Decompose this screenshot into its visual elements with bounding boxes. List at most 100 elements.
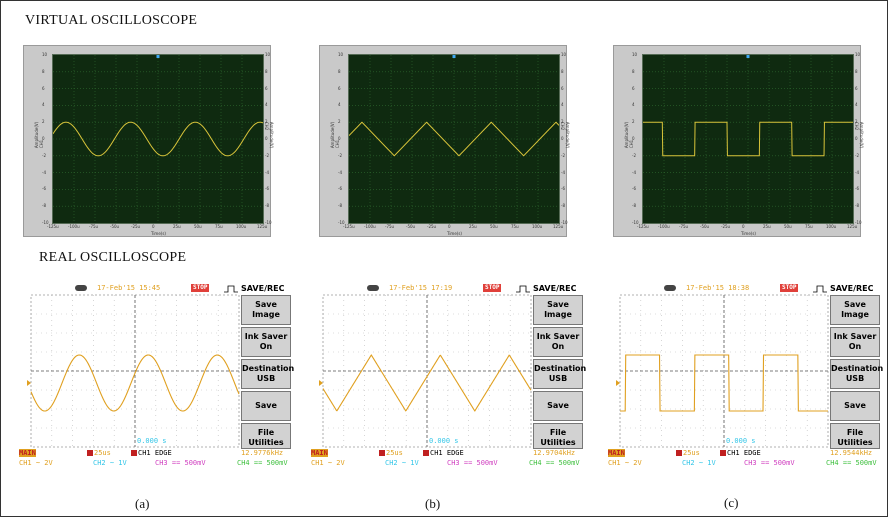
x-tick-label: 0	[742, 224, 745, 229]
waveform-trace	[30, 354, 240, 412]
menu-button[interactable]: File Utilities	[241, 423, 291, 449]
y-tick-label: -8	[855, 203, 859, 209]
x-axis-label: Time(s)	[741, 231, 756, 236]
channel-marker	[27, 380, 31, 386]
y-tick-label: -4	[42, 169, 46, 175]
x-tick-label: 50u	[784, 224, 792, 229]
main-badge: MAIN	[19, 449, 36, 457]
real-scope-svg	[616, 285, 829, 448]
x-tick-label: -100u	[658, 224, 670, 229]
x-tick-label: -50u	[700, 224, 710, 229]
y-tick-label: 0	[855, 136, 858, 141]
menu-button-label: Utilities	[540, 438, 576, 447]
y-tick-label: -8	[632, 203, 636, 209]
y-tick-label: 4	[632, 102, 635, 108]
menu-button[interactable]: Save Image	[830, 295, 880, 325]
y-tick-label: -6	[561, 186, 565, 192]
y-tick-label: 6	[632, 85, 635, 91]
trigger-marker	[746, 55, 750, 58]
menu-button-label: Destination	[242, 364, 295, 373]
y-tick-label: 8	[855, 68, 858, 74]
y-tick-label: 4	[338, 102, 341, 108]
x-tick-label: -50u	[406, 224, 416, 229]
y-tick-label: -6	[338, 186, 342, 192]
timebase: 25us	[379, 449, 403, 457]
menu-button[interactable]: Ink Saver On	[533, 327, 583, 357]
menu-button-label: Save	[844, 300, 866, 309]
trigger-setting: CH1 EDGE	[131, 449, 172, 457]
timestamp: 17-Feb'15 15:45	[97, 284, 161, 292]
x-tick-label: -125u	[343, 224, 355, 229]
y-tick-label: -4	[561, 169, 565, 175]
cursor-readout: 0.000 s	[137, 437, 167, 445]
y-tick-label: -10	[42, 220, 49, 225]
y-tick-label: 6	[561, 85, 564, 91]
menu-button[interactable]: Save Image	[241, 295, 291, 325]
ch4-setting: CH4 == 500mV	[826, 459, 877, 467]
menu-button-label: File	[549, 428, 567, 437]
y-tick-label: 10	[42, 52, 48, 57]
menu-button-label: Save	[547, 300, 569, 309]
caption-a: (a)	[135, 496, 150, 511]
menu-button-label: Ink Saver	[833, 332, 877, 341]
menu-button[interactable]: Save	[533, 391, 583, 421]
y-tick-label: 4	[42, 102, 45, 108]
menu-button[interactable]: Destination USB	[533, 359, 586, 389]
main-badge: MAIN	[608, 449, 625, 457]
menu-button[interactable]: Ink Saver On	[241, 327, 291, 357]
menu-button[interactable]: File Utilities	[830, 423, 880, 449]
y-tick-label: 4	[855, 102, 858, 108]
menu-button-label: Image	[841, 310, 869, 319]
menu-button[interactable]: Save	[241, 391, 291, 421]
menu-button[interactable]: Save Image	[533, 295, 583, 325]
y-axis-label: Amplitude(V) CH1	[330, 121, 341, 149]
y-tick-label: -2	[632, 152, 636, 158]
x-tick-label: 125u	[847, 224, 858, 229]
trigger-position-indicator	[367, 285, 379, 291]
timebase-value: 25us	[683, 449, 700, 457]
virtual-scope-panel: 10 10 8 8 6 6 4 4 2 2 0 0 -2 -2 -4 -4 -6 -6 -8 -8 -10 -10 -125…	[319, 45, 570, 237]
x-tick-label: 75u	[511, 224, 519, 229]
trigger-value: CH1 EDGE	[138, 449, 172, 457]
pulse-icon	[516, 285, 530, 293]
x-tick-label: 100u	[826, 224, 837, 229]
channel-marker	[319, 380, 323, 386]
timebase-value: 25us	[386, 449, 403, 457]
virtual-scope-plot	[348, 54, 560, 224]
trigger-marker-box	[423, 450, 429, 456]
ch2-setting: CH2 ~ 1V	[385, 459, 419, 467]
menu-button-label: On	[551, 342, 565, 351]
y-tick-label: 8	[42, 68, 45, 74]
menu-title: SAVE/REC	[241, 284, 285, 293]
y-tick-label: 4	[265, 102, 268, 108]
y-tick-label: 10	[338, 52, 344, 57]
real-scope-screen: 17-Feb'15 18:38 STOP SAVE/REC Save Image Ink …	[608, 283, 883, 473]
trigger-marker-box	[131, 450, 137, 456]
x-tick-label: -75u	[679, 224, 689, 229]
x-tick-label: 50u	[490, 224, 498, 229]
timebase: 25us	[87, 449, 111, 457]
menu-button[interactable]: Destination USB	[241, 359, 295, 389]
menu-button[interactable]: Save	[830, 391, 880, 421]
ch4-setting: CH4 == 500mV	[237, 459, 288, 467]
menu-button-label: Image	[544, 310, 572, 319]
y-tick-label: -6	[855, 186, 859, 192]
y-tick-label: -2	[855, 152, 859, 158]
menu-title: SAVE/REC	[533, 284, 577, 293]
x-tick-label: 75u	[215, 224, 223, 229]
y-tick-label: -2	[338, 152, 342, 158]
x-tick-label: 25u	[763, 224, 771, 229]
virtual-scope-panel: 10 10 8 8 6 6 4 4 2 2 0 0 -2 -2 -4 -4 -6 -6 -8 -8 -10 -10 -125…	[23, 45, 274, 237]
menu-button[interactable]: Destination USB	[830, 359, 883, 389]
y-tick-label: 10	[855, 52, 861, 57]
y-tick-label: -10	[338, 220, 345, 225]
y-tick-label: 0	[265, 136, 268, 141]
menu-button[interactable]: Ink Saver On	[830, 327, 880, 357]
h-marker	[676, 450, 682, 456]
menu-button[interactable]: File Utilities	[533, 423, 583, 449]
y-tick-label: -4	[338, 169, 342, 175]
real-heading: REAL OSCILLOSCOPE	[39, 250, 187, 265]
ch3-setting: CH3 == 500mV	[447, 459, 498, 467]
y-tick-label: 10	[265, 52, 271, 57]
